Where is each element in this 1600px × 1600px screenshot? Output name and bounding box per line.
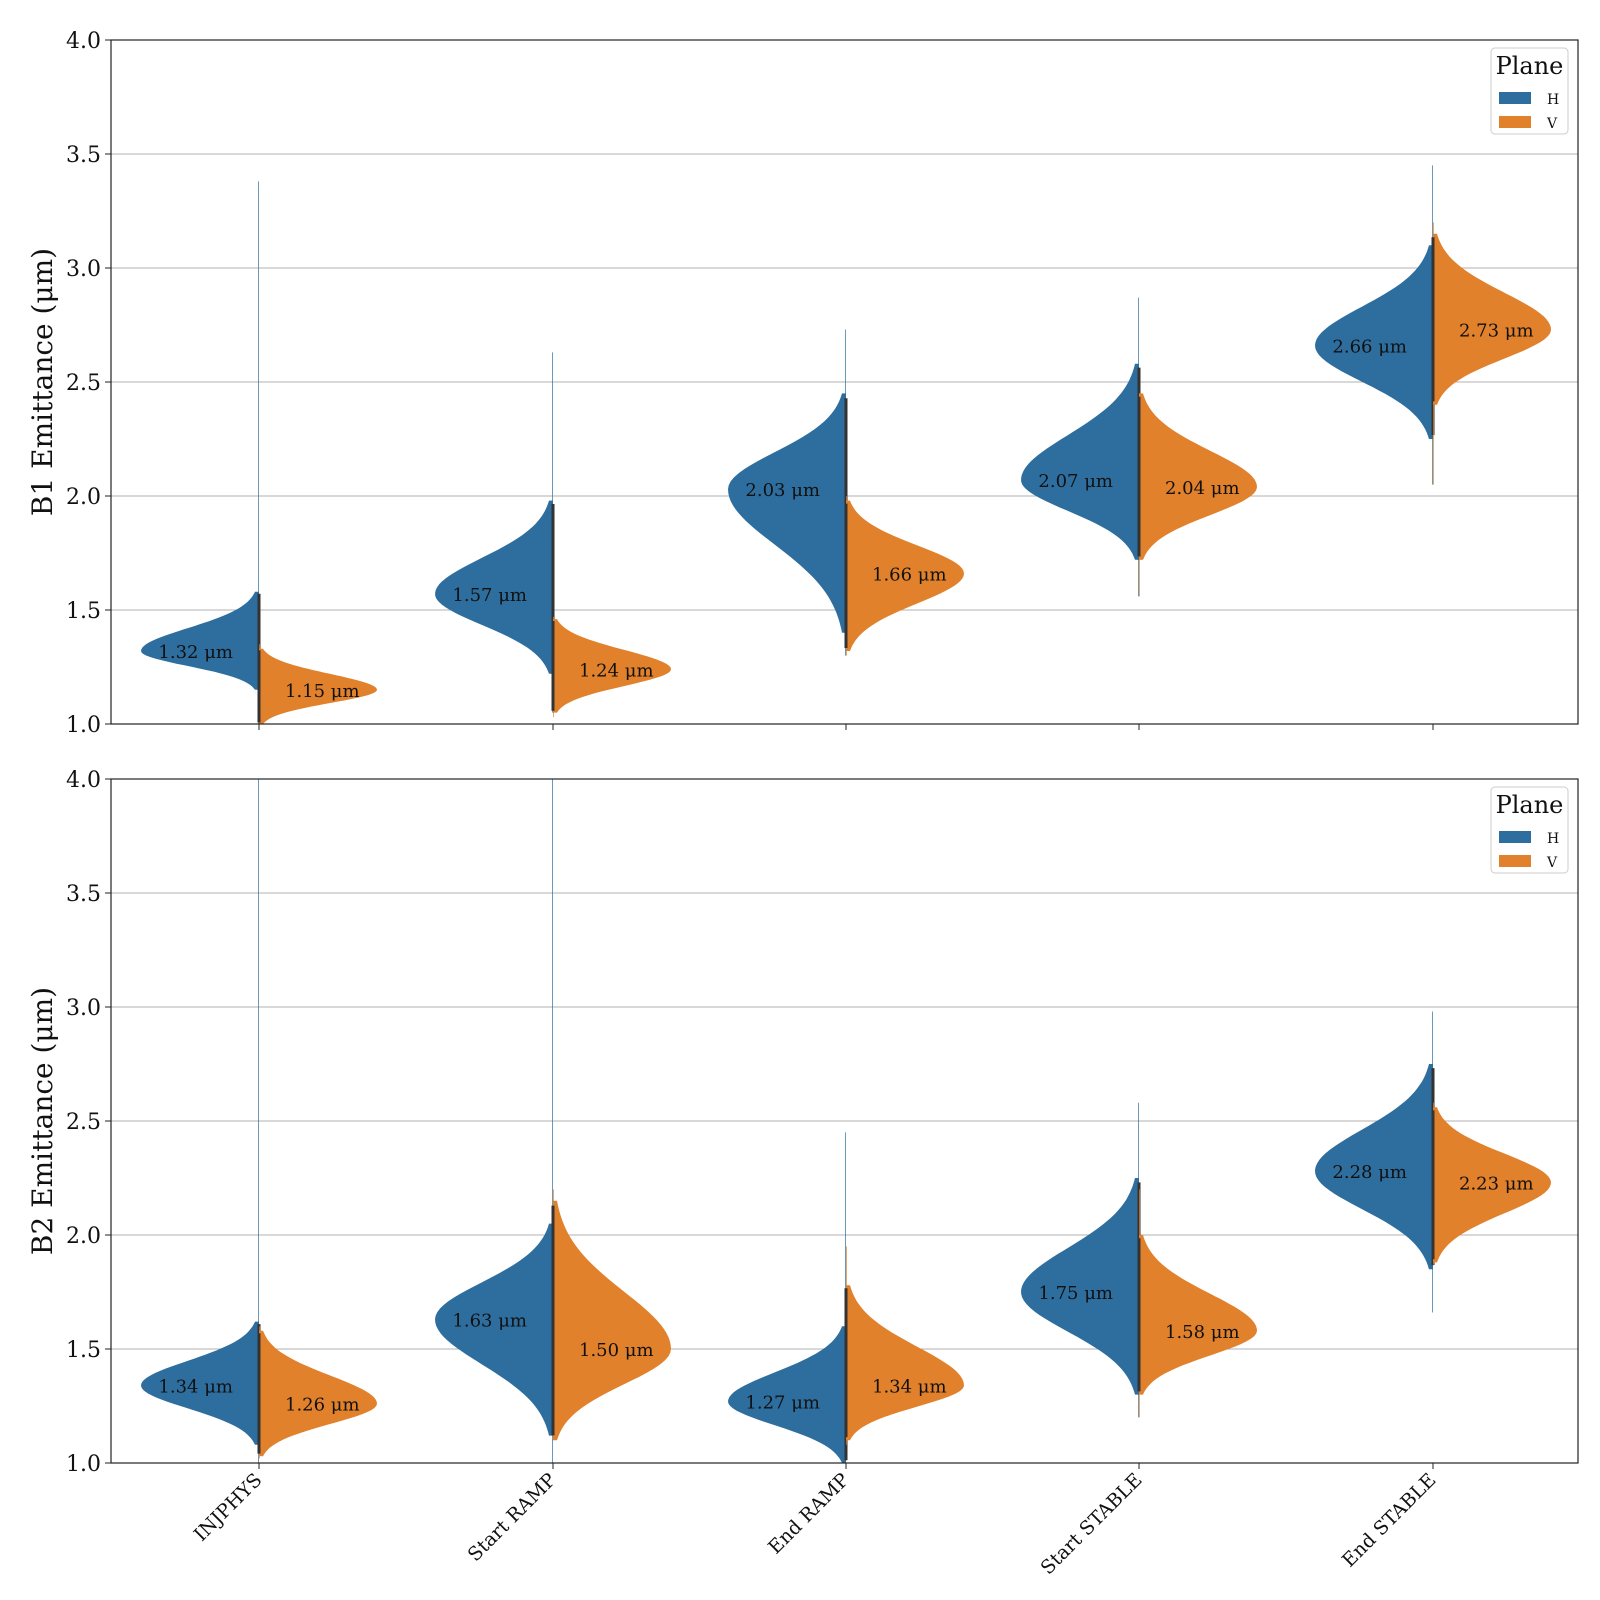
y-axis-label: B1 Emittance (μm) [26, 248, 59, 516]
median-annotation: 1.50 μm [579, 1340, 654, 1361]
median-annotation: 2.66 μm [1332, 337, 1407, 358]
y-tick-label: 2.5 [66, 1110, 101, 1135]
median-annotation: 1.66 μm [872, 565, 947, 586]
legend-label: V [1546, 855, 1558, 871]
y-tick-label: 3.0 [66, 996, 101, 1021]
legend-label: V [1546, 116, 1558, 132]
median-annotation: 1.63 μm [452, 1310, 527, 1331]
median-annotation: 2.04 μm [1165, 478, 1240, 499]
legend-swatch-H [1499, 831, 1531, 843]
legend-swatch-H [1499, 92, 1531, 104]
violin-body-V [846, 500, 964, 652]
violin-V-4: 2.04 μm [1137, 393, 1257, 597]
violin-body-H [435, 1223, 553, 1436]
violin-body-V [1433, 1107, 1551, 1263]
violin-body-V [553, 619, 671, 713]
median-annotation: 1.57 μm [452, 585, 527, 606]
violin-V-4: 1.58 μm [1137, 1189, 1257, 1418]
violin-body-V [553, 1200, 671, 1441]
violin-body-V [1139, 393, 1257, 560]
violin-body-H [141, 1321, 259, 1445]
violin-V-2: 1.50 μm [551, 1189, 671, 1441]
legend-box [1490, 47, 1569, 135]
y-axis-label: B2 Emittance (μm) [26, 987, 59, 1255]
median-annotation: 2.23 μm [1459, 1174, 1534, 1195]
legend-title: Plane [1496, 791, 1564, 819]
y-tick-label: 2.5 [66, 371, 101, 396]
violin-V-3: 1.34 μm [844, 1246, 964, 1445]
violin-V-3: 1.66 μm [844, 496, 964, 656]
y-tick-label: 1.5 [66, 1338, 101, 1363]
y-tick-label: 3.5 [66, 143, 101, 168]
violin-body-H [728, 1326, 846, 1463]
violin-H-5: 2.28 μm [1315, 1011, 1435, 1313]
violin-body-H [1315, 245, 1433, 439]
y-tick-label: 4.0 [66, 768, 101, 793]
axes-frame [110, 39, 1579, 725]
legend-title: Plane [1496, 52, 1564, 80]
panel-1: 1.0 1.5 2.0 2.5 3.0 3.5 4.0 1.32 μm 1.57 μm 2.03 … [26, 29, 1579, 738]
violin-body-V [1433, 233, 1551, 405]
y-tick-label: 1.5 [66, 599, 101, 624]
median-annotation: 1.15 μm [285, 681, 360, 702]
legend: Plane HV [1490, 786, 1569, 874]
median-annotation: 2.73 μm [1459, 321, 1534, 342]
violin-body-V [846, 1285, 964, 1441]
y-tick-label: 2.0 [66, 485, 101, 510]
median-annotation: 1.26 μm [285, 1395, 360, 1416]
y-tick-label: 3.5 [66, 882, 101, 907]
violin-body-H [728, 393, 846, 633]
legend-swatch-V [1499, 116, 1531, 128]
y-tick-label: 1.0 [66, 1452, 101, 1477]
legend-box [1490, 786, 1569, 874]
violin-body-H [1021, 1178, 1139, 1395]
legend-label: H [1547, 831, 1559, 847]
median-annotation: 2.07 μm [1038, 471, 1113, 492]
y-tick-label: 1.0 [66, 713, 101, 738]
median-annotation: 1.58 μm [1165, 1322, 1240, 1343]
violin-V-2: 1.24 μm [551, 616, 671, 718]
violin-V-1: 1.15 μm [257, 644, 377, 724]
violin-body-V [259, 1330, 377, 1457]
violin-body-V [1139, 1235, 1257, 1395]
violin-body-H [435, 500, 553, 674]
median-annotation: 1.24 μm [579, 660, 654, 681]
violin-body-V [259, 648, 377, 724]
median-annotation: 2.28 μm [1332, 1162, 1407, 1183]
legend-label: H [1547, 92, 1559, 108]
violin-body-H [141, 591, 259, 690]
legend: Plane HV [1490, 47, 1569, 135]
median-annotation: 1.34 μm [872, 1376, 947, 1397]
violin-V-1: 1.26 μm [257, 1326, 377, 1459]
y-tick-label: 2.0 [66, 1224, 101, 1249]
median-annotation: 2.03 μm [745, 480, 820, 501]
median-annotation: 1.75 μm [1038, 1283, 1113, 1304]
axes-frame [110, 778, 1579, 1464]
y-tick-label: 4.0 [66, 29, 101, 54]
median-annotation: 1.27 μm [745, 1392, 820, 1413]
violin-body-H [1315, 1064, 1433, 1270]
violin-V-5: 2.23 μm [1431, 1102, 1551, 1265]
legend-swatch-V [1499, 855, 1531, 867]
median-annotation: 1.34 μm [158, 1376, 233, 1397]
y-tick-label: 3.0 [66, 257, 101, 282]
violin-body-H [1021, 363, 1139, 560]
median-annotation: 1.32 μm [158, 642, 233, 663]
violin-V-5: 2.73 μm [1431, 222, 1551, 485]
